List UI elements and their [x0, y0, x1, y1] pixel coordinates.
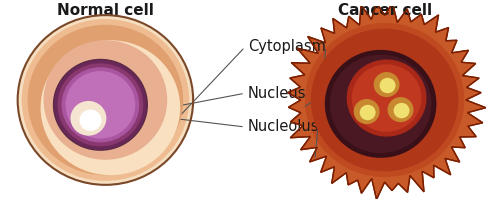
Ellipse shape: [41, 40, 180, 175]
Ellipse shape: [354, 99, 379, 124]
Ellipse shape: [325, 50, 437, 158]
Ellipse shape: [18, 15, 193, 185]
Ellipse shape: [373, 72, 400, 97]
Ellipse shape: [379, 78, 396, 93]
Ellipse shape: [330, 55, 431, 153]
Polygon shape: [288, 3, 486, 199]
Ellipse shape: [28, 25, 183, 175]
Text: Cytoplasm: Cytoplasm: [248, 39, 326, 54]
Ellipse shape: [305, 23, 464, 177]
Ellipse shape: [80, 110, 101, 131]
Ellipse shape: [394, 103, 410, 118]
Ellipse shape: [71, 101, 106, 136]
Ellipse shape: [43, 40, 167, 160]
Text: Nucleus: Nucleus: [248, 86, 306, 101]
Ellipse shape: [311, 29, 458, 171]
Ellipse shape: [57, 63, 143, 146]
Ellipse shape: [62, 67, 139, 142]
Ellipse shape: [53, 59, 147, 150]
Text: Nucleolus: Nucleolus: [248, 119, 320, 134]
Ellipse shape: [66, 71, 135, 139]
Ellipse shape: [360, 105, 375, 120]
Ellipse shape: [352, 64, 421, 132]
Text: Cancer cell: Cancer cell: [337, 3, 432, 18]
Ellipse shape: [347, 59, 426, 137]
Ellipse shape: [22, 19, 189, 181]
Text: Normal cell: Normal cell: [57, 3, 154, 18]
Ellipse shape: [388, 97, 413, 122]
